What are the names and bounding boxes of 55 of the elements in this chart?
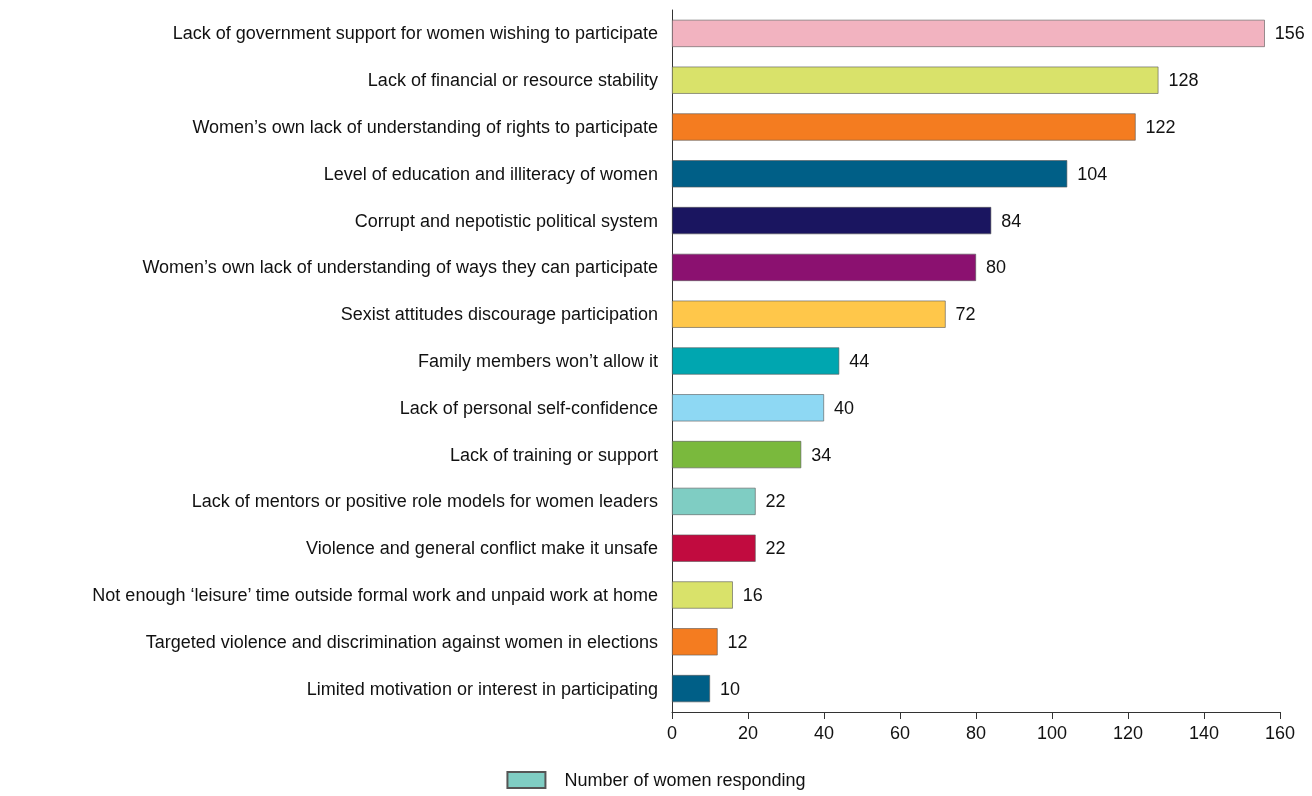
data-label: 40 — [834, 397, 855, 418]
data-label: 10 — [720, 678, 741, 699]
bar — [672, 441, 802, 469]
data-label: 128 — [1168, 70, 1199, 91]
bar — [672, 66, 1159, 94]
y-tick-label: Lack of mentors or positive role models for women leaders — [191, 491, 658, 512]
y-tick-label: Sexist attitudes discourage participation — [340, 304, 658, 325]
x-tick-label: 160 — [1264, 723, 1296, 743]
bar — [672, 675, 710, 703]
data-label: 80 — [986, 257, 1007, 278]
bar — [672, 160, 1068, 188]
y-tick-label: Violence and general conflict make it unsafe — [306, 538, 658, 559]
y-tick-label: Women’s own lack of understanding of rights to participate — [192, 117, 658, 137]
bar — [672, 534, 756, 562]
y-tick-label: Lack of financial or resource stability — [367, 70, 658, 91]
bar — [672, 300, 946, 328]
bar — [672, 628, 718, 656]
data-label: 84 — [1001, 210, 1022, 231]
data-label: 122 — [1145, 117, 1176, 137]
data-label: 34 — [811, 444, 832, 465]
x-tick-label: 120 — [1112, 723, 1144, 743]
x-tick-label: 20 — [737, 723, 759, 743]
y-tick-label: Corrupt and nepotistic political system — [354, 210, 658, 231]
bar — [672, 581, 733, 609]
data-label: 22 — [765, 491, 786, 512]
x-tick-label: 60 — [889, 723, 911, 743]
y-tick-label: Lack of personal self-confidence — [399, 397, 658, 418]
bar — [672, 394, 824, 422]
x-tick-label: 40 — [813, 723, 835, 743]
data-label: 104 — [1077, 163, 1108, 184]
x-tick-label: 100 — [1036, 723, 1068, 743]
bar — [672, 347, 840, 375]
y-tick-label: Level of education and illiteracy of women — [323, 163, 658, 184]
bar — [672, 487, 756, 515]
y-tick-label: Lack of government support for women wishing to participate — [172, 23, 658, 44]
bar — [672, 207, 992, 235]
y-tick-label: Family members won’t allow it — [417, 351, 658, 371]
bar — [672, 113, 1136, 141]
data-label: 44 — [849, 351, 870, 371]
x-tick-label: 140 — [1188, 723, 1220, 743]
bar — [672, 19, 1265, 47]
data-label: 72 — [955, 304, 976, 325]
legend-label: Number of women responding — [564, 770, 806, 790]
data-label: 156 — [1274, 23, 1305, 44]
x-tick-label: 0 — [666, 723, 678, 743]
data-label: 22 — [765, 538, 786, 559]
y-tick-label: Not enough ‘leisure’ time outside formal work and unpaid work at home — [92, 585, 658, 605]
x-tick-label: 80 — [965, 723, 987, 743]
y-tick-label: Lack of training or support — [449, 444, 658, 465]
data-label: 12 — [727, 631, 748, 652]
data-label: 16 — [742, 585, 763, 605]
y-tick-label: Targeted violence and discrimination against women in elections — [145, 631, 658, 652]
y-tick-label: Limited motivation or interest in participating — [306, 678, 658, 699]
bar — [672, 253, 976, 281]
y-tick-label: Women’s own lack of understanding of ways they can participate — [142, 257, 658, 278]
